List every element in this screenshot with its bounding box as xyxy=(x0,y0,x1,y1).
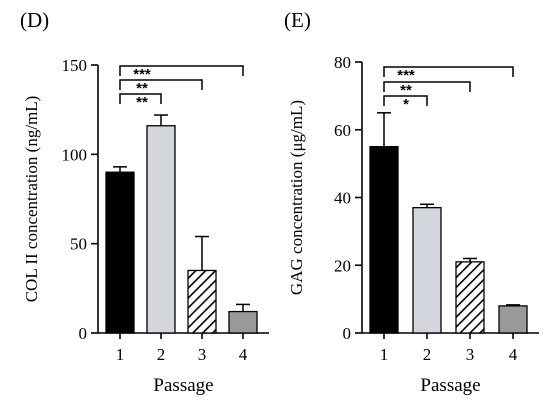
bar-passage-1 xyxy=(105,171,135,334)
bar-passage-3 xyxy=(455,261,485,334)
bar-passage-4 xyxy=(498,305,528,334)
x-axis-title: Passage xyxy=(153,375,213,396)
significance-bracket xyxy=(119,65,244,76)
y-tick-label: 20 xyxy=(334,256,351,275)
bar-passage-2 xyxy=(146,125,176,334)
significance-label: ** xyxy=(136,94,148,111)
y-tick-label: 0 xyxy=(79,324,88,343)
x-tick-label: 2 xyxy=(423,345,432,364)
significance-bracket xyxy=(119,79,203,90)
panel-label: (D) xyxy=(20,8,49,32)
significance-bracket xyxy=(383,66,514,77)
bar-passage-2 xyxy=(412,207,442,334)
significance-bracket xyxy=(383,95,428,106)
y-tick-label: 80 xyxy=(334,53,351,72)
panel-d: (D) 0 50 100 150 1 2 3 4 Passage COL II concentrat… xyxy=(20,8,269,396)
significance-label: ** xyxy=(400,82,412,99)
x-tick-label: 2 xyxy=(157,345,166,364)
bar-passage-4 xyxy=(228,310,258,334)
y-tick-label: 100 xyxy=(62,145,88,164)
y-tick-label: 0 xyxy=(343,324,352,343)
x-tick-label: 3 xyxy=(466,345,475,364)
panel-e: (E) 0 20 40 60 80 1 2 3 4 Passage GAG concentration… xyxy=(284,8,539,396)
significance-bracket xyxy=(119,93,162,104)
x-tick-label: 3 xyxy=(198,345,207,364)
y-tick-label: 150 xyxy=(62,56,88,75)
bar-passage-1 xyxy=(369,146,399,334)
x-tick-label: 1 xyxy=(116,345,125,364)
y-axis-title: COL II concentration (ng/mL) xyxy=(22,96,41,303)
y-tick-label: 50 xyxy=(70,235,87,254)
significance-bracket xyxy=(383,81,471,92)
y-axis-title: GAG concentration (μg/mL) xyxy=(287,100,306,295)
significance-label: ** xyxy=(136,80,148,97)
significance-label: * xyxy=(403,96,409,113)
y-tick-label: 60 xyxy=(334,121,351,140)
x-tick-label: 1 xyxy=(380,345,389,364)
x-axis-title: Passage xyxy=(420,375,480,396)
x-tick-label: 4 xyxy=(239,345,248,364)
bar-passage-3 xyxy=(187,269,217,334)
panel-label: (E) xyxy=(284,8,311,32)
significance-label: *** xyxy=(397,67,415,84)
y-tick-label: 40 xyxy=(334,189,351,208)
significance-label: *** xyxy=(133,66,151,83)
x-tick-label: 4 xyxy=(509,345,518,364)
